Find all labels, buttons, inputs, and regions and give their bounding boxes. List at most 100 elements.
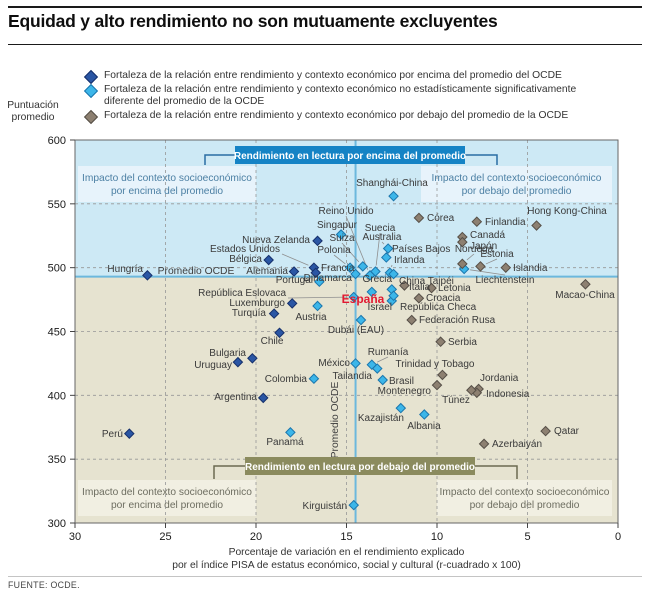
title-divider — [8, 44, 642, 45]
x-axis-title: Porcentaje de variación en el rendimient… — [75, 547, 618, 573]
data-point-not_significantly_different — [395, 402, 407, 414]
country-label: Finlandia — [485, 217, 526, 228]
country-label: Federación Rusa — [419, 315, 496, 326]
country-label: Estados Unidos — [210, 244, 280, 255]
label-leader-line — [391, 264, 393, 268]
data-point-not_significantly_different — [388, 268, 399, 280]
context-impact-box-bottom-right-label: Impacto del contexto socioeconómico — [440, 487, 610, 498]
country-label: Albania — [407, 421, 441, 432]
country-label: Italia — [409, 282, 431, 293]
label-leader-line — [345, 215, 369, 270]
country-label: Hong Kong-China — [527, 206, 607, 217]
bottom-badge-bracket-right — [475, 465, 518, 479]
context-impact-box-bottom-left-label: Impacto del contexto socioeconómico — [82, 487, 252, 498]
country-label: Indonesia — [486, 389, 530, 400]
data-point-below_average_strength — [471, 216, 483, 228]
data-point-not_significantly_different — [388, 190, 399, 202]
country-label: Turquía — [232, 308, 267, 319]
country-label: Colombia — [265, 374, 308, 385]
x-tick-label: 25 — [159, 531, 171, 543]
context-impact-box-bottom-left-label: por encima del promedio — [111, 500, 223, 511]
data-point-below_average_strength — [531, 220, 542, 231]
label-leader-line — [287, 296, 348, 299]
x-tick-label: 0 — [615, 531, 621, 543]
country-label: Perú — [102, 429, 123, 440]
country-label: Austria — [295, 312, 327, 323]
oecd-average-label-vertical: Promedio OCDE — [330, 382, 341, 459]
country-label: Nueva Zelanda — [242, 235, 310, 246]
context-impact-box-top-left-label: Impacto del contexto socioeconómico — [82, 173, 252, 184]
country-label: Argentina — [214, 392, 257, 403]
country-label: Montenegro — [378, 386, 432, 397]
data-point-below_average_strength — [413, 212, 425, 224]
country-label: Estonia — [480, 249, 514, 260]
country-label: España — [342, 292, 385, 306]
chart-title: Equidad y alto rendimiento no son mutuam… — [8, 11, 498, 31]
country-label: República Eslovaca — [198, 288, 286, 299]
bottom-divider — [8, 576, 642, 577]
data-point-not_significantly_different — [366, 286, 378, 298]
y-tick-label: 600 — [48, 135, 66, 147]
country-label: Córea — [427, 213, 455, 224]
country-label: Panamá — [266, 437, 304, 448]
bottom-badge-bracket-left — [213, 465, 245, 479]
data-point-below_average_strength — [435, 336, 446, 348]
data-point-below_average_strength — [431, 379, 443, 391]
legend-item: Fortaleza de la relación entre rendimien… — [83, 109, 606, 124]
data-point-above_average_strength — [312, 235, 323, 247]
country-label: Qatar — [554, 426, 580, 437]
country-label: Hungría — [107, 264, 143, 275]
y-tick-label: 550 — [48, 199, 66, 211]
legend-label: Fortaleza de la relación entre rendimien… — [104, 84, 577, 107]
country-label: República Checa — [400, 302, 477, 313]
context-impact-box-top-right-label: por debajo del promedio — [462, 186, 572, 197]
data-point-above_average_strength — [286, 298, 298, 309]
context-impact-box-top-left-label: por encima del promedio — [111, 186, 223, 197]
context-impact-box-top-right-label: Impacto del contexto socioeconómico — [432, 173, 602, 184]
legend-label: Fortaleza de la relación entre rendimien… — [104, 109, 569, 121]
top-badge-label: Rendimiento en lectura por encima del pr… — [234, 151, 466, 162]
y-tick-label: 300 — [48, 518, 66, 530]
context-impact-box-top-left — [78, 166, 256, 202]
label-leader-line — [485, 258, 498, 265]
data-point-not_significantly_different — [335, 229, 347, 240]
country-label: Uruguay — [194, 360, 232, 371]
data-point-below_average_strength — [475, 261, 486, 272]
country-label: Singapur — [317, 220, 358, 231]
data-point-not_significantly_different — [381, 252, 392, 263]
x-axis-title-line1: Porcentaje de variación en el rendimient… — [228, 547, 465, 558]
country-label: Suecia — [365, 223, 396, 234]
bottom-badge-label: Rendimiento en lectura por debajo del pr… — [245, 462, 475, 473]
data-point-below_average_strength — [580, 278, 591, 290]
legend: Fortaleza de la relación entre rendimien… — [83, 69, 606, 124]
data-point-above_average_strength — [142, 270, 153, 281]
x-tick-label: 30 — [69, 531, 81, 543]
x-tick-label: 5 — [524, 531, 530, 543]
label-leader-line — [375, 232, 381, 266]
label-leader-line — [466, 253, 475, 261]
data-point-not_significantly_different — [419, 409, 430, 420]
data-point-below_average_strength — [399, 280, 410, 291]
country-label: Croacia — [426, 293, 461, 304]
country-label: Rumanía — [368, 347, 409, 358]
data-point-below_average_strength — [437, 369, 448, 381]
country-label: Trinidad y Tobago — [396, 359, 475, 370]
top-divider — [8, 6, 642, 8]
country-label: Polonia — [317, 245, 351, 256]
context-impact-box-bottom-left — [78, 480, 256, 516]
country-label: Dubái (EAU) — [328, 325, 384, 336]
country-label: Chile — [261, 336, 284, 347]
data-point-below_average_strength — [466, 384, 477, 396]
data-point-above_average_strength — [274, 327, 285, 339]
data-point-below_average_strength — [457, 236, 468, 248]
country-label: Kazajistán — [358, 413, 404, 424]
country-label: Noruega — [455, 244, 494, 255]
country-label: Japón — [470, 241, 497, 252]
country-label: Dinamarca — [304, 273, 353, 284]
country-label: Reino Unido — [318, 206, 373, 217]
country-label: Israel — [368, 302, 392, 313]
data-point-not_significantly_different — [285, 427, 296, 438]
legend-item: Fortaleza de la relación entre rendimien… — [83, 69, 606, 85]
data-point-below_average_strength — [426, 282, 437, 294]
country-label: Australia — [363, 232, 402, 243]
